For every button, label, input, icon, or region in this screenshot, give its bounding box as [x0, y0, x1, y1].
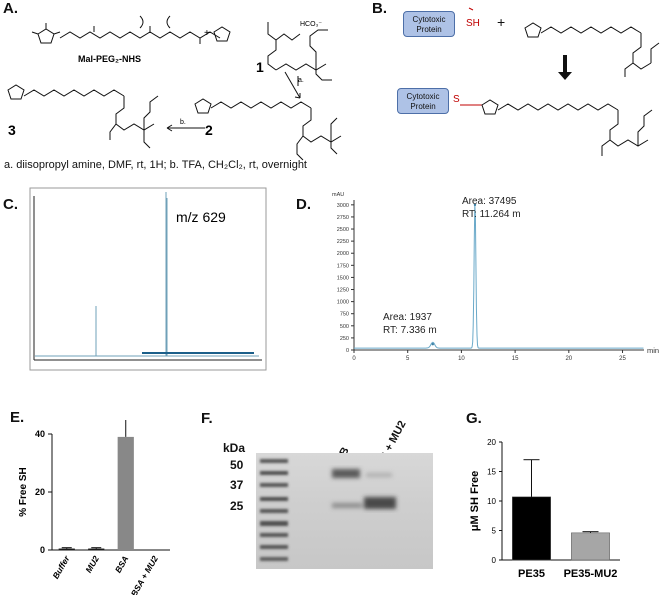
- d-ytick-label: 1750: [337, 263, 349, 269]
- mz-annotation: m/z 629: [176, 209, 226, 225]
- g-ylabel: μM SH Free: [469, 471, 481, 532]
- d-xtick-label: 0: [352, 356, 356, 362]
- d-ytick-label: 2750: [337, 215, 349, 221]
- e-category-label: BSA + MU2: [129, 554, 160, 595]
- counterion-label: HCO₃⁻: [300, 21, 322, 28]
- panel-a-label: A.: [3, 0, 18, 17]
- g-category-label: PE35: [518, 568, 545, 580]
- d-ytick-label: 1000: [337, 300, 349, 306]
- peak1-area: Area: 1937: [383, 312, 432, 323]
- marker-37: 37: [230, 478, 244, 492]
- panel-f-label: F.: [201, 410, 213, 427]
- g-ytick-label: 20: [487, 438, 496, 447]
- protein-box-top: Cytotoxic Protein: [403, 11, 455, 37]
- arrow-b-label: b.: [180, 119, 186, 126]
- plus-sign-b: +: [497, 14, 506, 30]
- e-bar: [58, 548, 75, 550]
- protein-box-bottom: Cytotoxic Protein: [397, 88, 449, 114]
- blot-bands: [260, 459, 396, 561]
- compound-2-label: 2: [205, 122, 213, 138]
- marker-25: 25: [230, 499, 244, 513]
- thiol-label: SH: [466, 18, 480, 29]
- g-ytick-label: 5: [492, 527, 497, 536]
- g-ytick-label: 15: [487, 468, 496, 477]
- peak2-area: Area: 37495: [462, 196, 517, 207]
- e-bar: [117, 436, 134, 550]
- d-ytick-label: 1250: [337, 288, 349, 294]
- reaction-arrow-b: [563, 55, 567, 73]
- g-ytick-label: 10: [487, 497, 496, 506]
- peak1-rt: RT: 7.336 m: [383, 325, 437, 336]
- chart-g: 0 5 10 15 20 μM SH Free PE35 PE35-MU2: [469, 438, 620, 580]
- d-ytick-label: 2500: [337, 227, 349, 233]
- d-xtick-label: 10: [458, 356, 465, 362]
- reaction-arrowhead-b: [558, 72, 572, 80]
- d-ytick-label: 250: [340, 336, 349, 342]
- peak2-annotation: Area: 37495 RT: 11.264 m: [462, 195, 521, 221]
- hplc-chart: 0250500750100012501500175020002250250027…: [332, 192, 659, 362]
- e-ylabel: % Free SH: [18, 467, 29, 516]
- d-xtick-label: 25: [619, 356, 626, 362]
- arrow-a-label: a.: [298, 77, 304, 84]
- d-peak-marker: [431, 342, 434, 346]
- d-ytick-label: 0: [346, 348, 349, 354]
- panel-a-caption: a. diisopropyl amine, DMF, rt, 1H; b. TF…: [4, 159, 307, 171]
- panel-b-structures: [460, 7, 660, 156]
- western-blot: [256, 453, 433, 569]
- g-bar: [512, 496, 551, 561]
- e-category-label: Buffer: [50, 553, 71, 580]
- panel-d-label: D.: [296, 196, 311, 213]
- e-ytick-label: 20: [35, 487, 45, 497]
- d-xunit-label: min: [647, 346, 659, 355]
- panel-a-scheme: Mal-PEG₂-NHS + HCO₃⁻ 1 a. 2 b. 3: [7, 15, 342, 161]
- panel-c-label: C.: [3, 196, 18, 213]
- d-ytick-label: 2250: [337, 239, 349, 245]
- e-ytick-label: 40: [35, 429, 45, 439]
- e-category-label: BSA: [113, 554, 131, 575]
- e-category-label: MU2: [83, 554, 101, 575]
- panel-g-label: G.: [466, 410, 482, 427]
- d-yunit-label: mAU: [332, 192, 344, 198]
- panel-b-label: B.: [372, 0, 387, 17]
- peak1-annotation: Area: 1937 RT: 7.336 m: [383, 311, 437, 337]
- e-bar: [88, 548, 105, 550]
- protein-box-top-label: Cytotoxic Protein: [412, 15, 446, 34]
- d-ytick-label: 500: [340, 324, 349, 330]
- reagent-name: Mal-PEG₂-NHS: [78, 54, 141, 64]
- kda-label: kDa: [223, 441, 246, 455]
- compound-3-label: 3: [8, 122, 16, 138]
- protein-box-bottom-label: Cytotoxic Protein: [406, 92, 440, 111]
- d-trace: [354, 204, 644, 349]
- sulfur-label: S: [453, 94, 460, 105]
- d-ytick-label: 3000: [337, 203, 349, 209]
- peak2-rt: RT: 11.264 m: [462, 209, 521, 220]
- panel-e-label: E.: [10, 409, 25, 426]
- d-ytick-label: 750: [340, 312, 349, 318]
- d-ytick-label: 2000: [337, 251, 349, 257]
- mass-spectrum: m/z 629: [29, 187, 267, 371]
- g-bar: [571, 532, 610, 561]
- plus-sign-a: +: [204, 28, 210, 39]
- marker-50: 50: [230, 458, 244, 472]
- d-xtick-label: 15: [512, 356, 519, 362]
- g-category-label: PE35-MU2: [564, 568, 618, 580]
- d-xtick-label: 20: [565, 356, 572, 362]
- e-ytick-label: 0: [40, 545, 45, 555]
- d-xtick-label: 5: [406, 356, 410, 362]
- compound-1-label: 1: [256, 59, 264, 75]
- d-ytick-label: 1500: [337, 275, 349, 281]
- d-peak-marker: [473, 203, 477, 207]
- g-ytick-label: 0: [492, 556, 497, 565]
